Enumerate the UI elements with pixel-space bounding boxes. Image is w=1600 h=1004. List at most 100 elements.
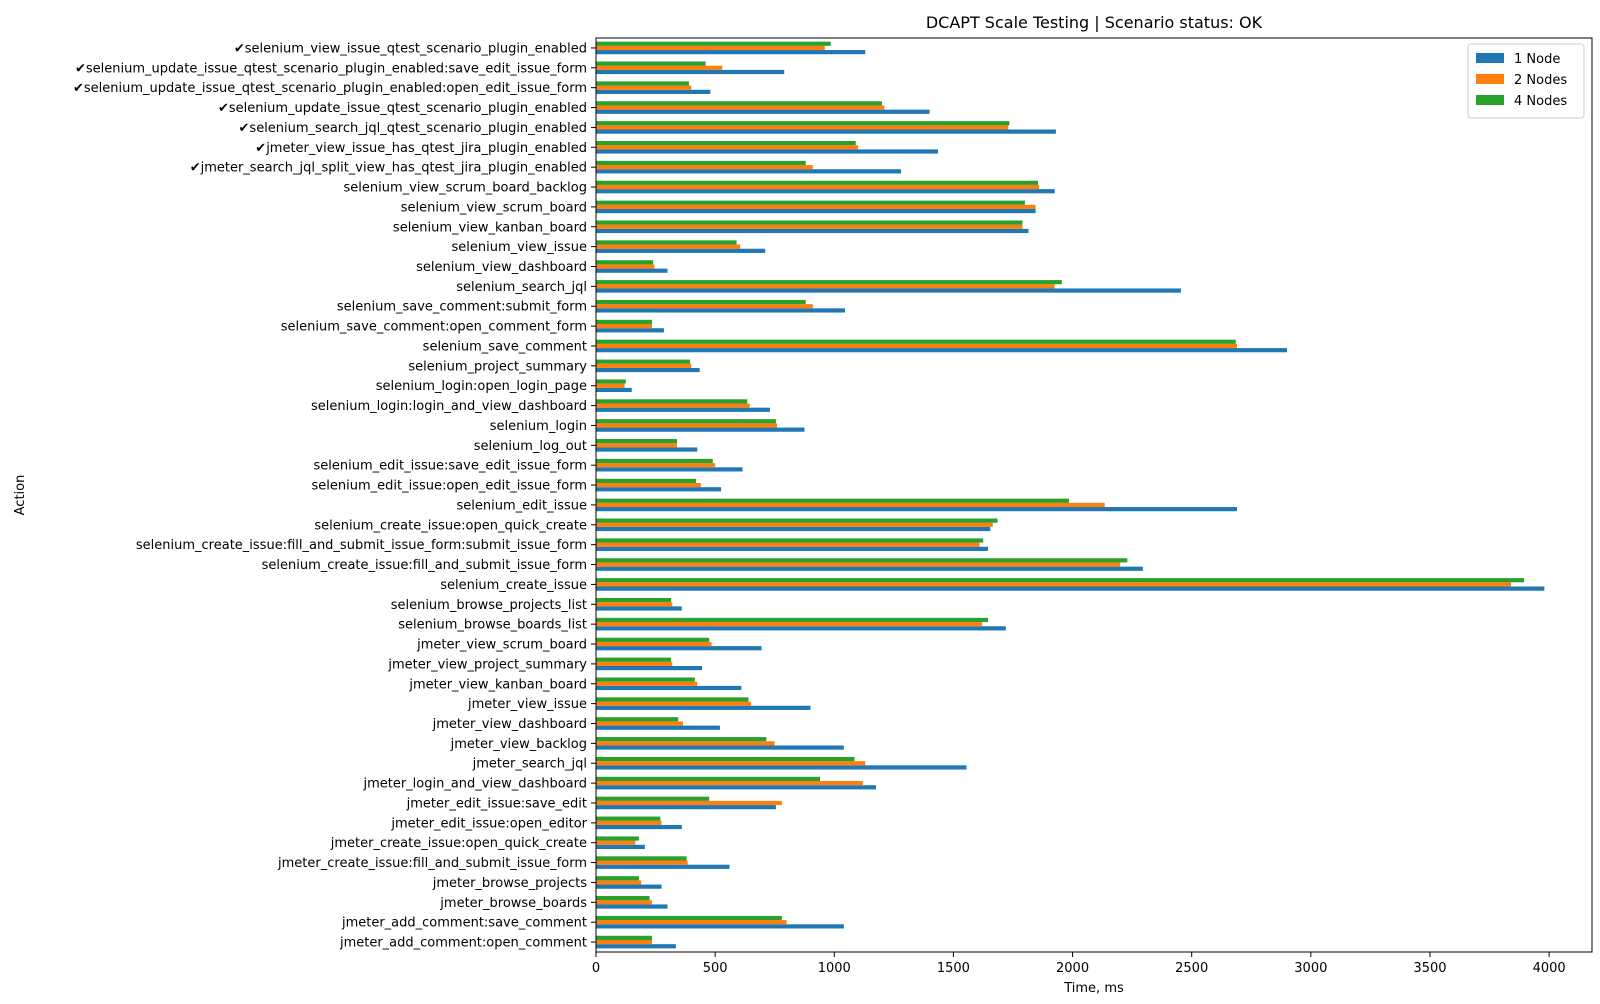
x-tick-label: 2000 xyxy=(1056,961,1089,976)
y-tick-label: selenium_login xyxy=(490,419,587,434)
bar xyxy=(596,737,767,742)
y-tick-label: selenium_view_issue xyxy=(452,240,587,255)
y-tick-label: ✔jmeter_view_issue_has_qtest_jira_plugin… xyxy=(255,141,587,156)
y-tick-label: selenium_view_kanban_board xyxy=(393,220,587,235)
bar xyxy=(596,208,1036,214)
y-tick-label: ✔selenium_view_issue_qtest_scenario_plug… xyxy=(234,41,587,56)
bar xyxy=(596,467,743,472)
bar xyxy=(596,900,652,905)
bar xyxy=(596,89,711,94)
y-tick-label: jmeter_create_issue:open_quick_create xyxy=(330,836,587,851)
bar xyxy=(596,824,682,830)
bar xyxy=(596,189,1055,194)
bar xyxy=(596,299,806,305)
bar xyxy=(596,896,650,901)
bar xyxy=(596,498,1069,503)
bar xyxy=(596,800,782,806)
bar xyxy=(596,363,692,368)
bar xyxy=(596,427,805,432)
y-tick-label: selenium_login:open_login_page xyxy=(376,379,587,394)
y-tick-label: jmeter_view_kanban_board xyxy=(408,677,587,692)
bar xyxy=(596,677,695,682)
bar xyxy=(596,641,712,647)
y-tick-label: selenium_create_issue:fill_and_submit_is… xyxy=(262,558,587,573)
bar xyxy=(596,935,652,940)
bar xyxy=(596,796,710,801)
bar xyxy=(596,522,993,527)
bar xyxy=(596,165,813,170)
bar xyxy=(596,566,1143,571)
bar xyxy=(596,383,625,388)
bar xyxy=(596,920,787,925)
bar xyxy=(596,705,811,710)
legend-label: 1 Node xyxy=(1514,52,1560,67)
bar xyxy=(596,41,831,46)
x-tick-label: 1500 xyxy=(937,961,970,976)
bar xyxy=(596,439,678,444)
y-tick-label: jmeter_add_comment:open_comment xyxy=(339,936,587,951)
bar xyxy=(596,478,697,483)
bar xyxy=(596,820,662,825)
bar xyxy=(596,487,722,492)
y-tick-label: selenium_project_summary xyxy=(408,359,587,374)
bar xyxy=(596,101,882,106)
bar xyxy=(596,200,1025,205)
bar xyxy=(596,244,741,249)
bar xyxy=(596,626,1006,631)
bar xyxy=(596,661,673,666)
bar xyxy=(596,944,676,949)
bar xyxy=(596,458,713,464)
bar xyxy=(596,646,762,651)
bar xyxy=(596,81,689,86)
x-tick-label: 3000 xyxy=(1294,961,1327,976)
legend-items: 1 Node 2 Nodes 4 Nodes xyxy=(1476,52,1567,109)
bar xyxy=(596,717,679,722)
bar xyxy=(596,220,1023,225)
bar xyxy=(596,304,813,309)
bar xyxy=(596,562,1121,567)
bar xyxy=(596,884,662,889)
y-tick-label: selenium_create_issue:open_quick_create xyxy=(314,518,587,533)
y-tick-label: selenium_browse_boards_list xyxy=(398,618,587,633)
bar xyxy=(596,657,672,662)
bar xyxy=(596,526,991,532)
bar xyxy=(596,387,632,393)
bar xyxy=(596,785,876,790)
bar xyxy=(596,264,655,269)
y-tick-label: selenium_save_comment xyxy=(423,339,587,354)
x-tick-label: 500 xyxy=(703,961,728,976)
x-tick-label: 3500 xyxy=(1413,961,1446,976)
bar xyxy=(596,447,698,452)
bar xyxy=(596,308,845,313)
y-tick-label: jmeter_view_backlog xyxy=(450,737,587,752)
bar xyxy=(596,844,645,850)
x-tick-label: 1000 xyxy=(818,961,851,976)
y-tick-label: selenium_edit_issue xyxy=(457,498,588,513)
bar xyxy=(596,180,1038,185)
x-axis-label: Time, ms xyxy=(1063,981,1124,996)
bar xyxy=(596,745,844,750)
bar xyxy=(596,169,901,174)
y-tick-label: jmeter_add_comment:save_comment xyxy=(341,916,587,931)
bar xyxy=(596,725,720,730)
bar xyxy=(596,697,749,702)
bar xyxy=(596,109,930,114)
legend: 1 Node 2 Nodes 4 Nodes xyxy=(1467,43,1585,119)
y-tick-label: jmeter_edit_issue:save_edit xyxy=(406,796,587,811)
y-tick-label: jmeter_view_scrum_board xyxy=(416,638,587,653)
bar xyxy=(596,876,639,881)
y-tick-label: selenium_log_out xyxy=(474,439,587,454)
y-tick-label: selenium_save_comment:submit_form xyxy=(337,300,587,315)
bar xyxy=(596,606,682,611)
y-tick-label: jmeter_view_dashboard xyxy=(432,717,587,732)
bar xyxy=(596,518,998,523)
y-tick-label: selenium_search_jql xyxy=(456,280,587,295)
bar xyxy=(596,121,1010,126)
bar xyxy=(596,129,1056,134)
y-tick-label: jmeter_browse_boards xyxy=(439,896,587,911)
bar xyxy=(596,50,866,55)
bar xyxy=(596,145,859,150)
chart-title: DCAPT Scale Testing | Scenario status: O… xyxy=(926,13,1263,32)
y-tick-label: selenium_edit_issue:save_edit_issue_form xyxy=(314,459,587,474)
